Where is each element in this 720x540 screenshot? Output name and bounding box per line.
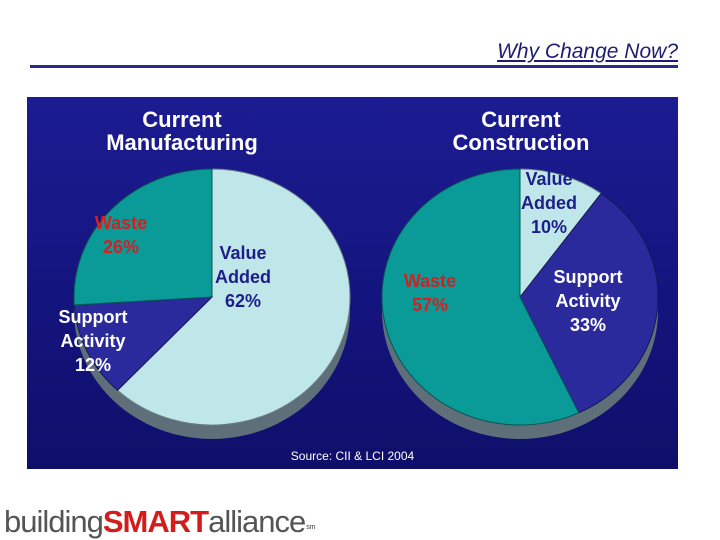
- logo-text-alliance: alliance: [208, 504, 306, 539]
- pie-slice-support-activity: [519, 192, 659, 414]
- pie-slice-value-added: [519, 168, 602, 299]
- data-label-value-added: Value Added 10%: [521, 169, 577, 237]
- pie-slice-value-added: [116, 168, 351, 426]
- data-label-support-activity: Support Activity 12%: [59, 307, 128, 375]
- pie-chart-construction: Current Construction Value Added 10% Support A…: [381, 107, 659, 439]
- logo-text-building: building: [4, 504, 104, 539]
- buildingsmart-alliance-logo: buildingSMARTalliancesm: [4, 504, 316, 540]
- logo-service-mark: sm: [306, 524, 316, 531]
- pie-slice-support-activity: [73, 296, 214, 391]
- title-rule: [30, 65, 678, 68]
- slide-title: Why Change Now?: [497, 40, 678, 63]
- data-label-waste: Waste 57%: [404, 271, 456, 315]
- data-label-waste: Waste 26%: [95, 213, 147, 257]
- pie-slice-waste: [381, 168, 580, 426]
- chart-title: Current Manufacturing: [106, 107, 258, 155]
- data-label-value-added: Value Added 62%: [215, 243, 271, 311]
- pie-slice-waste: [73, 168, 213, 306]
- pie-chart-manufacturing: Current Manufacturing Value Added 62% Support…: [59, 107, 351, 439]
- chart-title: Current Construction: [453, 107, 590, 155]
- pie-charts-canvas: Current Manufacturing Value Added 62% Support…: [59, 107, 659, 439]
- data-label-support-activity: Support Activity 33%: [554, 267, 623, 335]
- logo-text-smart: SMART: [102, 504, 209, 539]
- chart-panel: Current Manufacturing Value Added 62% Support…: [27, 97, 678, 469]
- source-note: Source: CII & LCI 2004: [290, 449, 415, 463]
